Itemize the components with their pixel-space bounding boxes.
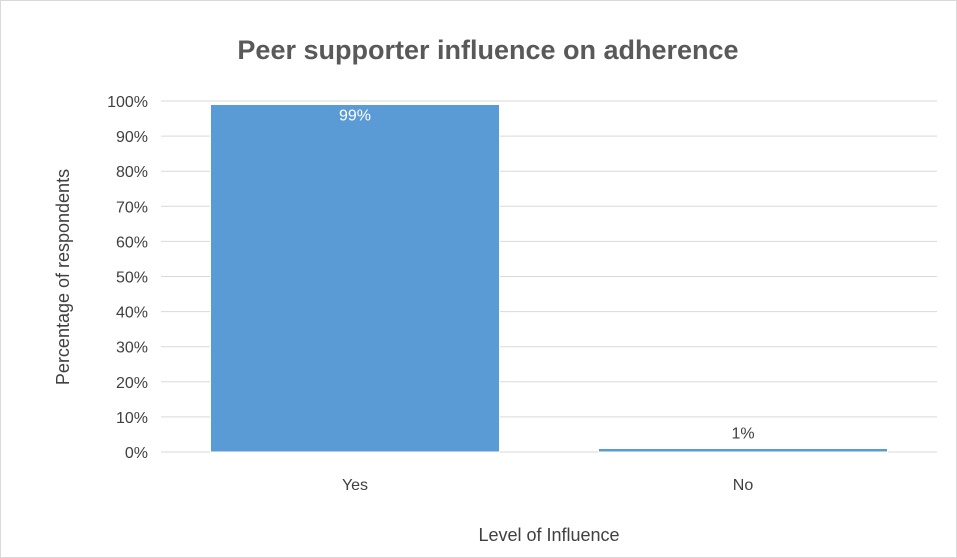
data-label: 99% <box>339 108 371 125</box>
y-tick-label: 0% <box>125 445 148 462</box>
y-axis-ticks: 0% 10% 20% 30% 40% 50% 60% 70% 80% 90% 100% <box>107 94 148 462</box>
y-tick-label: 90% <box>116 129 148 146</box>
y-tick-label: 70% <box>116 199 148 216</box>
y-axis-label: Percentage of respondents <box>53 169 73 385</box>
x-tick-label: No <box>733 477 754 494</box>
y-tick-label: 20% <box>116 375 148 392</box>
y-tick-label: 50% <box>116 270 148 287</box>
y-tick-label: 100% <box>107 94 148 111</box>
x-tick-label: Yes <box>342 477 368 494</box>
data-labels: 99% 1% <box>339 108 755 443</box>
chart-title: Peer supporter influence on adherence <box>237 35 738 65</box>
bar-no <box>597 447 889 453</box>
y-tick-label: 10% <box>116 410 148 427</box>
x-axis-ticks: Yes No <box>342 477 753 494</box>
data-label: 1% <box>731 425 754 442</box>
y-tick-label: 80% <box>116 164 148 181</box>
x-axis-label: Level of Influence <box>478 525 619 545</box>
bars <box>209 104 889 453</box>
bar-yes <box>209 104 501 453</box>
y-tick-label: 30% <box>116 340 148 357</box>
y-tick-label: 40% <box>116 305 148 322</box>
y-tick-label: 60% <box>116 234 148 251</box>
